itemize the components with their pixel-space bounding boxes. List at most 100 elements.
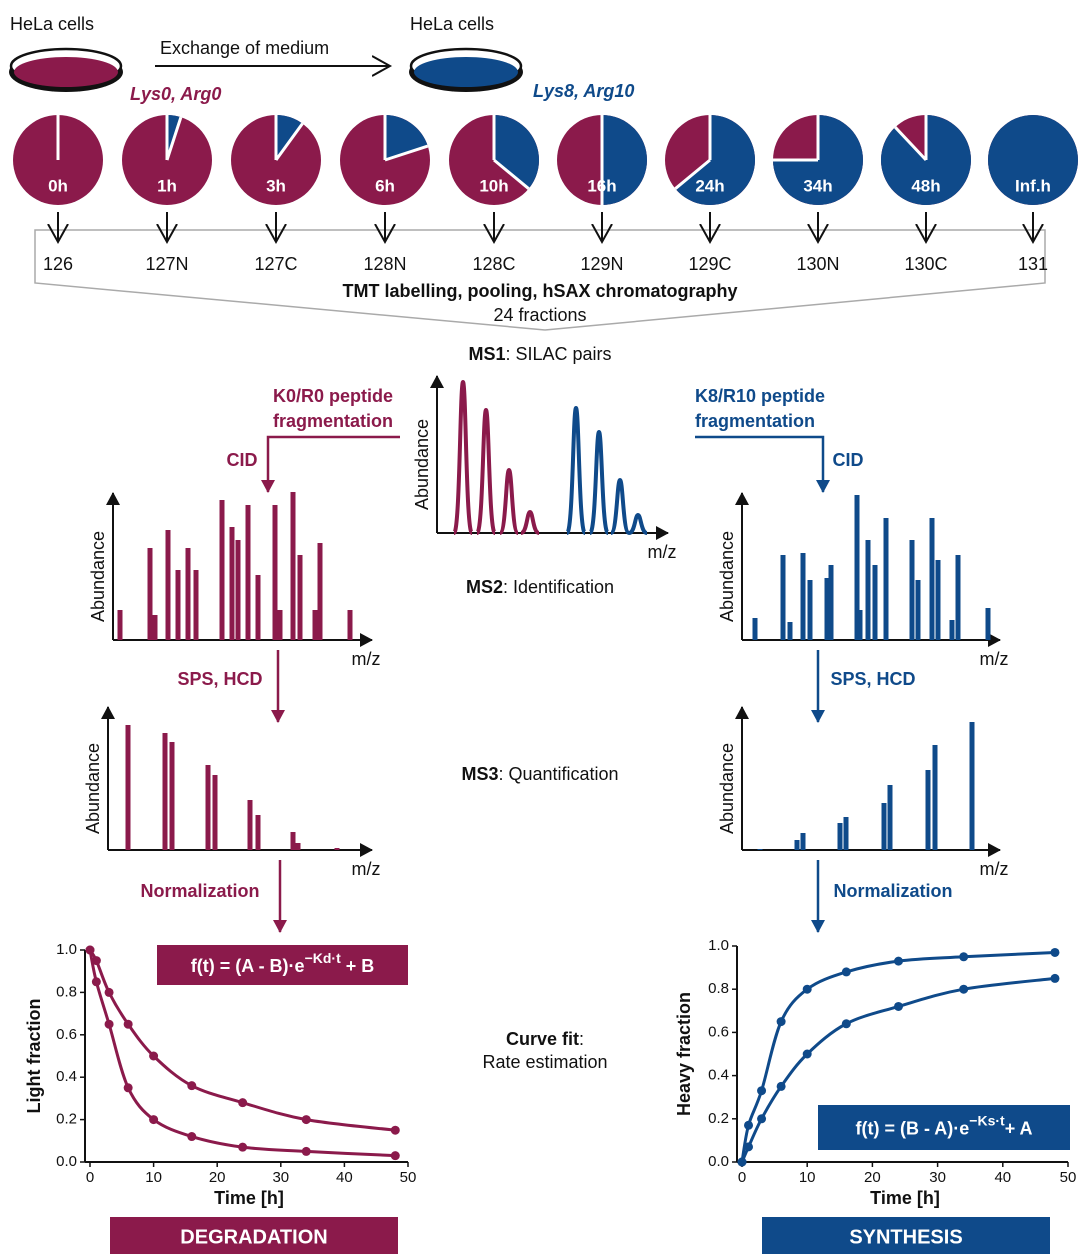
label-part: : xyxy=(579,1029,584,1049)
curve-fit-label: Rate estimation xyxy=(482,1052,607,1072)
peak xyxy=(335,848,340,850)
peak xyxy=(795,840,800,850)
exchange-label: Exchange of medium xyxy=(160,38,329,58)
y-tick-label: 0.4 xyxy=(56,1068,77,1085)
peak xyxy=(926,770,931,850)
x-tick-label: 0 xyxy=(86,1169,94,1186)
data-point xyxy=(105,1020,114,1029)
x-axis-label: Time [h] xyxy=(870,1188,940,1208)
ms1-peak xyxy=(629,515,647,533)
label-part: Curve fit xyxy=(506,1029,579,1049)
peak xyxy=(986,608,991,640)
data-point xyxy=(803,985,812,994)
y-tick-label: 1.0 xyxy=(708,937,729,954)
pie-label: 16h xyxy=(587,176,616,195)
pie-label: 3h xyxy=(266,176,286,195)
peak xyxy=(873,565,878,640)
peak xyxy=(194,570,199,640)
data-point xyxy=(187,1132,196,1141)
peak xyxy=(882,803,887,850)
data-point xyxy=(757,1086,766,1095)
peak xyxy=(753,618,758,640)
mixed-label: Curve fit: xyxy=(506,1029,584,1049)
channel-label: 129C xyxy=(688,254,731,274)
peak xyxy=(126,725,131,850)
peak xyxy=(781,555,786,640)
channel-label: 130C xyxy=(904,254,947,274)
data-point xyxy=(92,977,101,986)
formula-tail: + A xyxy=(1005,1118,1033,1138)
peak xyxy=(248,800,253,850)
y-axis-label: Abundance xyxy=(717,531,737,622)
data-point xyxy=(842,1019,851,1028)
y-axis-label: Heavy fraction xyxy=(674,992,694,1116)
y-tick-label: 0.8 xyxy=(56,983,77,1000)
step-label: K0/R0 peptide xyxy=(273,386,393,406)
data-point xyxy=(86,946,95,955)
x-tick-label: 30 xyxy=(929,1169,946,1186)
peak xyxy=(256,815,261,850)
data-point xyxy=(302,1147,311,1156)
channel-label: 128N xyxy=(363,254,406,274)
channel-label: 128C xyxy=(472,254,515,274)
tmt-fractions: 24 fractions xyxy=(493,305,586,325)
peak xyxy=(170,742,175,850)
step-label: Normalization xyxy=(140,881,259,901)
data-point xyxy=(894,957,903,966)
data-point xyxy=(238,1143,247,1152)
label-part: MS1 xyxy=(468,344,505,364)
light-label: Lys0, Arg0 xyxy=(130,84,221,104)
x-tick-label: 10 xyxy=(799,1169,816,1186)
peak xyxy=(933,745,938,850)
mixed-label: MS2: Identification xyxy=(466,577,614,597)
step-label: SPS, HCD xyxy=(830,669,915,689)
peak xyxy=(829,565,834,640)
peak xyxy=(801,833,806,850)
ms1-peak xyxy=(611,480,629,533)
y-axis-label: Light fraction xyxy=(24,999,44,1114)
ms1-peak xyxy=(454,382,472,533)
peak xyxy=(230,527,235,640)
channel-label: 131 xyxy=(1018,254,1048,274)
formula-exponent: −Ks·t xyxy=(969,1112,1005,1128)
x-tick-label: 30 xyxy=(272,1169,289,1186)
data-point xyxy=(757,1114,766,1123)
peak xyxy=(888,785,893,850)
x-tick-label: 20 xyxy=(209,1169,226,1186)
data-point xyxy=(124,1020,133,1029)
pie-label: 24h xyxy=(695,176,724,195)
peak xyxy=(970,722,975,850)
y-tick-label: 0.0 xyxy=(708,1153,729,1170)
x-tick-label: 40 xyxy=(994,1169,1011,1186)
figure: HeLa cells HeLa cells Exchange of medium… xyxy=(0,0,1079,1254)
dish-label: HeLa cells xyxy=(410,14,494,34)
y-tick-label: 0.6 xyxy=(708,1023,729,1040)
x-axis-label: Time [h] xyxy=(214,1188,284,1208)
x-axis-label: m/z xyxy=(980,649,1009,669)
pie-label: 1h xyxy=(157,176,177,195)
peak xyxy=(838,823,843,850)
step-label: fragmentation xyxy=(695,411,815,431)
peak xyxy=(186,548,191,640)
x-tick-label: 50 xyxy=(400,1169,417,1186)
channel-label: 126 xyxy=(43,254,73,274)
peak xyxy=(246,505,251,640)
data-point xyxy=(149,1115,158,1124)
y-tick-label: 0.8 xyxy=(708,980,729,997)
data-point xyxy=(738,1158,747,1167)
tmt-title: TMT labelling, pooling, hSAX chromatogra… xyxy=(342,281,737,301)
label-part: : SILAC pairs xyxy=(505,344,611,364)
formula-base: f(t) = (B - A)·e xyxy=(855,1118,969,1138)
heavy-dish xyxy=(409,49,523,92)
data-point xyxy=(777,1017,786,1026)
peak xyxy=(176,570,181,640)
channel-label: 129N xyxy=(580,254,623,274)
ms1-peak xyxy=(477,410,495,533)
peak xyxy=(844,817,849,850)
ms1-peak xyxy=(500,470,518,533)
light-dish xyxy=(9,49,123,92)
peak xyxy=(950,620,955,640)
data-point xyxy=(803,1050,812,1059)
data-point xyxy=(744,1142,753,1151)
data-point xyxy=(187,1081,196,1090)
